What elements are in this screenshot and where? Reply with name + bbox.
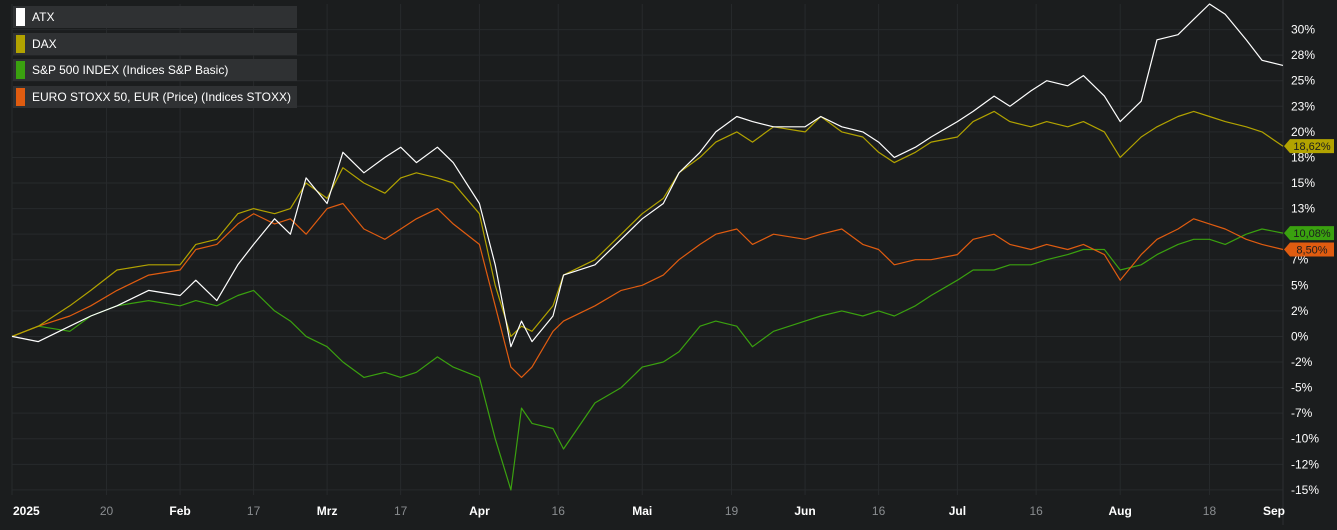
- y-axis: 30%28%25%23%20%18%15%13%10%7%5%2%0%-2%-5…: [1291, 23, 1319, 497]
- y-tick-label: -15%: [1291, 483, 1319, 497]
- series-lines: [11, 3, 1284, 491]
- y-tick-label: -7%: [1291, 406, 1313, 420]
- series-line-dax: [11, 110, 1284, 337]
- end-label-tag: 18,62%: [1284, 139, 1334, 154]
- legend-label: EURO STOXX 50, EUR (Price) (Indices STOX…: [32, 89, 291, 104]
- end-label-background: [1284, 139, 1334, 154]
- legend: ATX DAX S&P 500 INDEX (Indices S&P Basic…: [13, 6, 297, 112]
- x-tick-label: Jul: [949, 504, 966, 518]
- legend-swatch: [16, 61, 25, 79]
- legend-item-atx[interactable]: ATX: [13, 6, 297, 28]
- legend-item-sp500[interactable]: S&P 500 INDEX (Indices S&P Basic): [13, 59, 297, 81]
- legend-label: S&P 500 INDEX (Indices S&P Basic): [32, 63, 229, 77]
- y-tick-label: -2%: [1291, 355, 1313, 369]
- y-tick-label: 18%: [1291, 150, 1315, 164]
- x-tick-label: 20: [100, 504, 114, 518]
- x-tick-label: 2025: [13, 504, 40, 518]
- end-label-tag: 8,50%: [1284, 242, 1334, 257]
- x-tick-label: Apr: [469, 504, 490, 518]
- x-tick-label: Aug: [1109, 504, 1132, 518]
- series-line-atx: [11, 3, 1284, 348]
- x-axis: 2025 20 Feb 17 Mrz 17 Apr 16 Mai 19 Jun 16 Jul 16 Aug 1…: [13, 504, 1285, 518]
- y-tick-label: 20%: [1291, 125, 1315, 139]
- x-tick-label: Mrz: [317, 504, 338, 518]
- x-tick-label: 16: [1029, 504, 1043, 518]
- end-label-tag: 10,08%: [1284, 226, 1334, 241]
- series-line-sp: [11, 228, 1284, 491]
- y-tick-label: 28%: [1291, 48, 1315, 62]
- y-tick-label: -5%: [1291, 381, 1313, 395]
- y-tick-label: 5%: [1291, 278, 1309, 292]
- y-tick-label: 23%: [1291, 99, 1315, 113]
- y-tick-label: 15%: [1291, 176, 1315, 190]
- x-tick-label: 16: [552, 504, 566, 518]
- legend-swatch: [16, 8, 25, 26]
- y-tick-label: 30%: [1291, 23, 1315, 37]
- end-label-text: 8,50%: [1296, 245, 1327, 257]
- legend-swatch: [16, 34, 25, 53]
- x-tick-label: 16: [872, 504, 886, 518]
- y-tick-label: -12%: [1291, 457, 1319, 471]
- x-tick-label: 17: [394, 504, 408, 518]
- legend-label: DAX: [32, 36, 57, 51]
- end-label-text: 10,08%: [1293, 228, 1331, 240]
- x-tick-label: Feb: [169, 504, 190, 518]
- y-tick-label: 2%: [1291, 304, 1309, 318]
- series-end-labels: 18,62% 10,08% 8,50%: [1284, 139, 1334, 257]
- x-tick-label: 18: [1203, 504, 1217, 518]
- legend-label: ATX: [32, 10, 55, 24]
- x-tick-label: 19: [725, 504, 739, 518]
- end-label-background: [1284, 226, 1334, 241]
- legend-item-eurostoxx50[interactable]: EURO STOXX 50, EUR (Price) (Indices STOX…: [13, 85, 297, 108]
- x-tick-label: Sep: [1263, 504, 1285, 518]
- y-tick-label: 0%: [1291, 329, 1309, 343]
- y-tick-label: -10%: [1291, 432, 1319, 446]
- x-tick-label: Jun: [794, 504, 815, 518]
- y-tick-label: 25%: [1291, 74, 1315, 88]
- end-label-background: [1284, 242, 1334, 257]
- x-tick-label: Mai: [632, 504, 652, 518]
- end-label-text: 18,62%: [1293, 141, 1331, 153]
- legend-item-dax[interactable]: DAX: [13, 32, 297, 55]
- x-tick-label: 17: [247, 504, 261, 518]
- legend-swatch: [16, 87, 25, 106]
- y-tick-label: 13%: [1291, 202, 1315, 216]
